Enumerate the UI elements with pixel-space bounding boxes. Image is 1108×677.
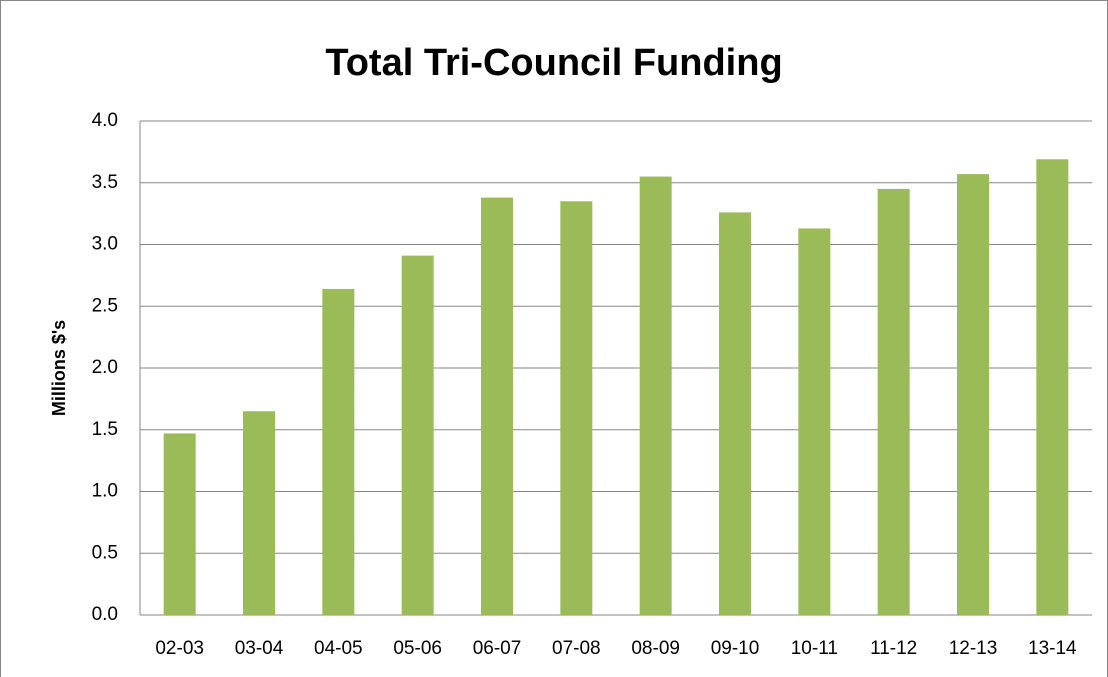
x-tick-label: 08-09 <box>631 638 680 659</box>
bar <box>481 197 513 615</box>
y-tick-label: 2.0 <box>92 357 118 378</box>
bar <box>719 212 751 615</box>
y-axis-label: Millions $'s <box>49 320 69 416</box>
x-tick-label: 04-05 <box>314 638 363 659</box>
x-tick-label: 03-04 <box>235 638 284 659</box>
y-tick-label: 1.5 <box>92 419 118 440</box>
y-tick-label: 1.0 <box>92 481 118 502</box>
y-tick-label: 4.0 <box>92 110 118 131</box>
bar <box>639 176 672 615</box>
bar <box>243 411 275 615</box>
x-tick-label: 06-07 <box>473 638 522 659</box>
chart-title: Total Tri-Council Funding <box>325 42 782 84</box>
y-tick-label: 0.5 <box>92 542 118 563</box>
y-tick-label: 3.0 <box>92 234 118 255</box>
y-tick-label: 3.5 <box>92 172 118 193</box>
bar <box>877 188 910 616</box>
y-tick-label: 2.5 <box>92 295 118 316</box>
bar <box>401 255 434 616</box>
y-tick-label: 0.0 <box>92 604 118 625</box>
x-tick-label: 02-03 <box>155 638 204 659</box>
x-tick-label: 09-10 <box>711 638 760 659</box>
x-tick-label: 07-08 <box>552 638 601 659</box>
bar <box>1036 159 1069 615</box>
bar <box>163 433 196 615</box>
x-tick-label: 11-12 <box>870 638 917 659</box>
bar <box>560 201 593 615</box>
x-tick-label: 12-13 <box>949 638 998 659</box>
x-tick-label: 13-14 <box>1028 638 1077 659</box>
x-tick-label: 10-11 <box>791 638 838 659</box>
bar <box>322 288 355 615</box>
bar <box>957 174 989 616</box>
x-tick-label: 05-06 <box>393 638 442 659</box>
bar <box>798 228 831 615</box>
